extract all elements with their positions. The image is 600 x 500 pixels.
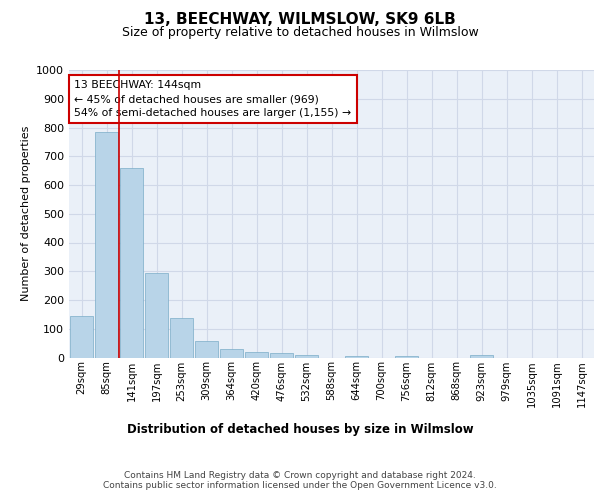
Text: Contains HM Land Registry data © Crown copyright and database right 2024.
Contai: Contains HM Land Registry data © Crown c… [103, 470, 497, 490]
Bar [70, 316, 94, 358]
Bar [95, 132, 118, 358]
Bar [269, 353, 293, 358]
Bar [170, 318, 193, 358]
Bar [245, 352, 268, 358]
Text: Size of property relative to detached houses in Wilmslow: Size of property relative to detached ho… [122, 26, 478, 39]
Bar [145, 272, 169, 358]
Text: 13, BEECHWAY, WILMSLOW, SK9 6LB: 13, BEECHWAY, WILMSLOW, SK9 6LB [144, 12, 456, 28]
Bar [220, 349, 244, 358]
Bar [295, 355, 319, 358]
Y-axis label: Number of detached properties: Number of detached properties [20, 126, 31, 302]
Text: 13 BEECHWAY: 144sqm
← 45% of detached houses are smaller (969)
54% of semi-detac: 13 BEECHWAY: 144sqm ← 45% of detached ho… [74, 80, 352, 118]
Bar [344, 356, 368, 358]
Bar [119, 168, 143, 358]
Bar [194, 341, 218, 357]
Text: Distribution of detached houses by size in Wilmslow: Distribution of detached houses by size … [127, 422, 473, 436]
Bar [470, 355, 493, 358]
Bar [395, 356, 418, 358]
